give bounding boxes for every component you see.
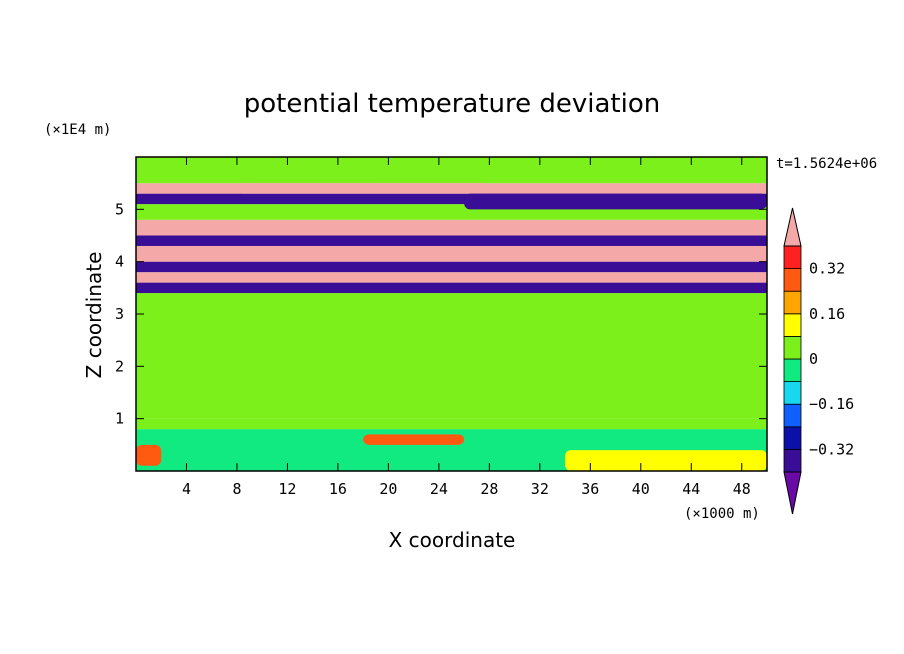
x-tick-label: 48 xyxy=(733,480,751,498)
colorbar-segment xyxy=(783,268,802,292)
contour-band xyxy=(136,219,767,236)
x-tick-label: 40 xyxy=(632,480,650,498)
contour-patch xyxy=(236,183,490,194)
x-axis-label: X coordinate xyxy=(389,528,516,552)
colorbar-tick-label: 0.16 xyxy=(809,305,845,323)
contour-band xyxy=(136,261,767,273)
y-tick-label: 1 xyxy=(115,410,124,428)
colorbar-segment xyxy=(783,426,802,450)
colorbar-segment xyxy=(783,245,802,270)
contour-band xyxy=(136,282,767,294)
contour-patch xyxy=(363,434,465,445)
colorbar: 0.32 0.16 0 −0.16 −0.32 xyxy=(783,207,854,515)
contour-patch xyxy=(464,193,767,210)
chart-title: potential temperature deviation xyxy=(244,89,660,119)
colorbar-top-arrow xyxy=(783,207,802,247)
colorbar-segment xyxy=(783,403,802,428)
x-tick-label: 4 xyxy=(182,480,191,498)
colorbar-tick-label: 0.32 xyxy=(809,260,845,278)
colorbar-tick-label: −0.16 xyxy=(809,395,854,413)
y-tick-label: 5 xyxy=(115,200,124,218)
y-tick-label: 3 xyxy=(115,305,124,323)
x-tick-label: 36 xyxy=(581,480,599,498)
colorbar-segment xyxy=(783,335,802,360)
x-tick-label: 28 xyxy=(480,480,498,498)
colorbar-segment xyxy=(783,313,802,337)
x-tick-label: 12 xyxy=(278,480,296,498)
contour-band xyxy=(136,157,767,184)
x-tick-label: 16 xyxy=(329,480,347,498)
colorbar-tick-label: 0 xyxy=(809,350,818,368)
x-tick-label: 20 xyxy=(379,480,397,498)
colorbar-segment xyxy=(783,381,802,405)
plot-area xyxy=(135,156,768,472)
y-unit-label: (×1E4 m) xyxy=(44,122,111,138)
contour-band xyxy=(136,235,767,246)
time-label: t=1.5624e+06 xyxy=(776,156,877,172)
contour-band xyxy=(136,418,767,430)
x-tick-label: 32 xyxy=(531,480,549,498)
contour-patch xyxy=(136,444,162,466)
x-tick-label: 24 xyxy=(430,480,448,498)
contour-patch xyxy=(565,450,767,471)
y-tick-label: 2 xyxy=(115,357,124,375)
y-axis: 1 2 3 4 5 xyxy=(115,200,767,428)
x-unit-label: (×1000 m) xyxy=(684,506,760,522)
colorbar-segment xyxy=(783,290,802,315)
contour-band xyxy=(136,245,767,262)
x-axis: 4 8 12 16 20 24 28 32 36 40 44 48 xyxy=(182,157,751,498)
y-tick-label: 4 xyxy=(115,253,124,271)
colorbar-bottom-arrow xyxy=(783,471,802,515)
x-tick-label: 44 xyxy=(682,480,700,498)
x-tick-label: 8 xyxy=(232,480,241,498)
colorbar-segment xyxy=(783,358,802,383)
colorbar-tick-label: −0.32 xyxy=(809,440,854,458)
colorbar-segment xyxy=(783,448,802,473)
contour-band xyxy=(136,193,767,205)
y-axis-label: Z coordinate xyxy=(82,252,106,379)
contour-band xyxy=(136,272,767,283)
contour-band xyxy=(136,293,767,419)
